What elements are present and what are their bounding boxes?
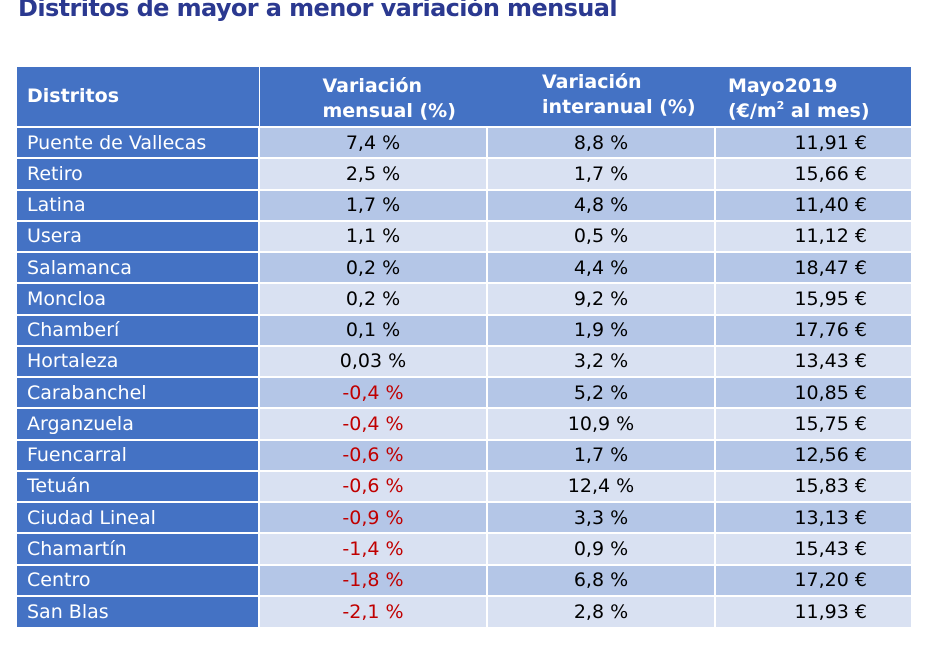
monthly-variation-cell: -2,1 % [258,594,487,627]
monthly-variation-cell: -0,4 % [258,407,487,440]
column-header-district: Distritos [17,67,259,127]
table-row: Arganzuela -0,4 % 10,9 % 15,75 € [17,407,911,440]
price-cell: 13,43 € [714,344,911,377]
district-cell: Retiro [17,157,259,190]
column-header-price: Mayo2019 (€/m2 al mes) [715,67,911,127]
table-row: Centro -1,8 % 6,8 % 17,20 € [17,563,911,596]
monthly-variation-cell: 2,5 % [258,157,487,190]
price-cell: 15,95 € [714,282,911,315]
monthly-variation-cell: 0,2 % [258,250,487,284]
table-row: Chamberí 0,1 % 1,9 % 17,76 € [17,313,911,346]
price-cell: 13,13 € [714,500,911,534]
price-header-line2: (€/m2 al mes) [728,98,870,122]
district-cell: Hortaleza [17,344,259,377]
column-header-monthly-variation: Variación mensual (%) [258,67,487,127]
district-cell: Tetuán [17,469,259,502]
annual-variation-cell: 5,2 % [486,375,715,409]
monthly-variation-cell: -1,8 % [258,563,487,596]
table-row: Ciudad Lineal -0,9 % 3,3 % 13,13 € [17,500,911,534]
annual-variation-cell: 9,2 % [486,282,715,315]
price-cell: 15,66 € [714,157,911,190]
monthly-variation-cell: 1,1 % [258,219,487,252]
table-header-row: Distritos Variación mensual (%) Variació… [17,67,911,127]
table-row: Puente de Vallecas 7,4 % 8,8 % 11,91 € [17,125,911,159]
column-header-annual-variation: Variación interanual (%) [487,67,715,127]
districts-table: Distritos Variación mensual (%) Variació… [17,67,911,627]
annual-variation-cell: 3,2 % [486,344,715,377]
table-row: Carabanchel -0,4 % 5,2 % 10,85 € [17,375,911,409]
annual-variation-cell: 0,5 % [486,219,715,252]
price-cell: 10,85 € [714,375,911,409]
monthly-variation-cell: 0,1 % [258,313,487,346]
district-cell: Moncloa [17,282,259,315]
price-cell: 11,91 € [714,125,911,159]
annual-variation-cell: 3,3 % [486,500,715,534]
district-cell: Chamartín [17,532,259,565]
price-cell: 17,20 € [714,563,911,596]
annual-variation-cell: 4,8 % [486,188,715,221]
table-row: Fuencarral -0,6 % 1,7 % 12,56 € [17,438,911,471]
annual-variation-cell: 0,9 % [486,532,715,565]
annual-variation-cell: 1,7 % [486,438,715,471]
annual-variation-cell: 8,8 % [486,125,715,159]
annual-variation-cell: 1,9 % [486,313,715,346]
district-cell: Chamberí [17,313,259,346]
price-cell: 15,83 € [714,469,911,502]
annual-header-line2: interanual (%) [542,95,696,118]
table-body: Puente de Vallecas 7,4 % 8,8 % 11,91 € Retir… [17,125,911,627]
monthly-header-line1: Variación [322,74,423,97]
district-cell: Arganzuela [17,407,259,440]
annual-variation-cell: 6,8 % [486,563,715,596]
district-cell: Salamanca [17,250,259,284]
annual-variation-cell: 10,9 % [486,407,715,440]
table-row: Usera 1,1 % 0,5 % 11,12 € [17,219,911,252]
district-cell: Latina [17,188,259,221]
price-cell: 11,40 € [714,188,911,221]
price-cell: 18,47 € [714,250,911,284]
price-cell: 12,56 € [714,438,911,471]
district-cell: San Blas [17,594,259,627]
table-row: Salamanca 0,2 % 4,4 % 18,47 € [17,250,911,284]
monthly-variation-cell: 0,2 % [258,282,487,315]
price-cell: 17,76 € [714,313,911,346]
table-row: Chamartín -1,4 % 0,9 % 15,43 € [17,532,911,565]
district-cell: Ciudad Lineal [17,500,259,534]
table-row: Latina 1,7 % 4,8 % 11,40 € [17,188,911,221]
table-row: Retiro 2,5 % 1,7 % 15,66 € [17,157,911,190]
price-cell: 11,93 € [714,594,911,627]
table-row: San Blas -2,1 % 2,8 % 11,93 € [17,594,911,627]
price-cell: 15,43 € [714,532,911,565]
district-cell: Centro [17,563,259,596]
page-title: Distritos de mayor a menor variación men… [18,0,618,22]
monthly-variation-cell: -0,9 % [258,500,487,534]
annual-variation-cell: 4,4 % [486,250,715,284]
district-cell: Usera [17,219,259,252]
price-cell: 15,75 € [714,407,911,440]
monthly-variation-cell: -1,4 % [258,532,487,565]
table-row: Tetuán -0,6 % 12,4 % 15,83 € [17,469,911,502]
price-cell: 11,12 € [714,219,911,252]
monthly-variation-cell: 1,7 % [258,188,487,221]
monthly-header-line2: mensual (%) [322,99,456,122]
monthly-variation-cell: -0,4 % [258,375,487,409]
table-row: Moncloa 0,2 % 9,2 % 15,95 € [17,282,911,315]
district-cell: Fuencarral [17,438,259,471]
table-row: Hortaleza 0,03 % 3,2 % 13,43 € [17,344,911,377]
annual-variation-cell: 2,8 % [486,594,715,627]
annual-variation-cell: 1,7 % [486,157,715,190]
district-cell: Puente de Vallecas [17,125,259,159]
district-cell: Carabanchel [17,375,259,409]
annual-variation-cell: 12,4 % [486,469,715,502]
monthly-variation-cell: 7,4 % [258,125,487,159]
monthly-variation-cell: -0,6 % [258,469,487,502]
price-header-line1: Mayo2019 [728,74,838,97]
monthly-variation-cell: 0,03 % [258,344,487,377]
annual-header-line1: Variación [542,70,642,93]
monthly-variation-cell: -0,6 % [258,438,487,471]
